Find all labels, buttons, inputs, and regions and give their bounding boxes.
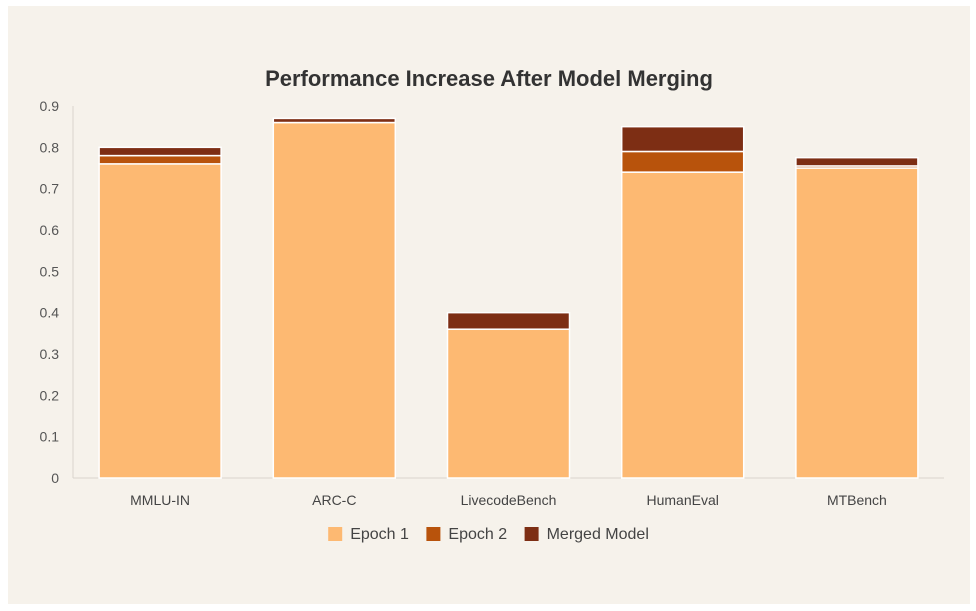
bar-segment-merged-model	[446, 311, 571, 330]
bar-segment-merged-model	[272, 117, 397, 124]
x-tick-label: LivecodeBench	[461, 492, 557, 508]
bar-segment-epoch-1	[795, 167, 919, 479]
bars	[98, 117, 919, 479]
bar-segment-epoch-1	[620, 171, 745, 479]
legend-swatch	[328, 527, 343, 541]
chart-title: Performance Increase After Model Merging	[265, 66, 713, 91]
x-tick-label: MMLU-IN	[130, 492, 190, 508]
bar-segment-merged-model	[795, 156, 919, 167]
bar-segment-epoch-1	[98, 163, 222, 479]
legend-swatch	[524, 527, 539, 541]
x-tick-label: ARC-C	[312, 492, 356, 508]
y-tick-label: 0.1	[40, 429, 60, 445]
bar-segment-merged-model	[98, 146, 222, 157]
y-tick-label: 0.9	[40, 98, 60, 114]
y-tick-label: 0.6	[40, 222, 60, 238]
bar-segment-epoch-2	[98, 154, 222, 165]
x-tick-label: HumanEval	[647, 492, 719, 508]
y-tick-label: 0.8	[40, 139, 60, 155]
bar-segment-epoch-2	[620, 150, 745, 173]
y-tick-label: 0	[51, 470, 59, 486]
y-tick-label: 0.4	[40, 305, 60, 321]
legend-label: Epoch 2	[448, 526, 507, 543]
legend-label: Epoch 1	[350, 526, 409, 543]
bar-segment-epoch-1	[446, 328, 571, 479]
legend-label: Merged Model	[547, 526, 649, 543]
bar-segment-merged-model	[620, 125, 745, 153]
y-tick-label: 0.7	[40, 181, 60, 197]
y-tick-label: 0.5	[40, 263, 60, 279]
x-axis-labels: MMLU-IN ARC-C LivecodeBench HumanEval MTBenc…	[130, 492, 887, 508]
y-tick-label: 0.3	[40, 346, 60, 362]
x-tick-label: MTBench	[827, 492, 887, 508]
legend-swatch	[426, 527, 441, 541]
legend: Epoch 1 Epoch 2 Merged Model	[328, 526, 649, 543]
bar-segment-epoch-1	[272, 121, 397, 479]
y-tick-label: 0.2	[40, 387, 60, 403]
